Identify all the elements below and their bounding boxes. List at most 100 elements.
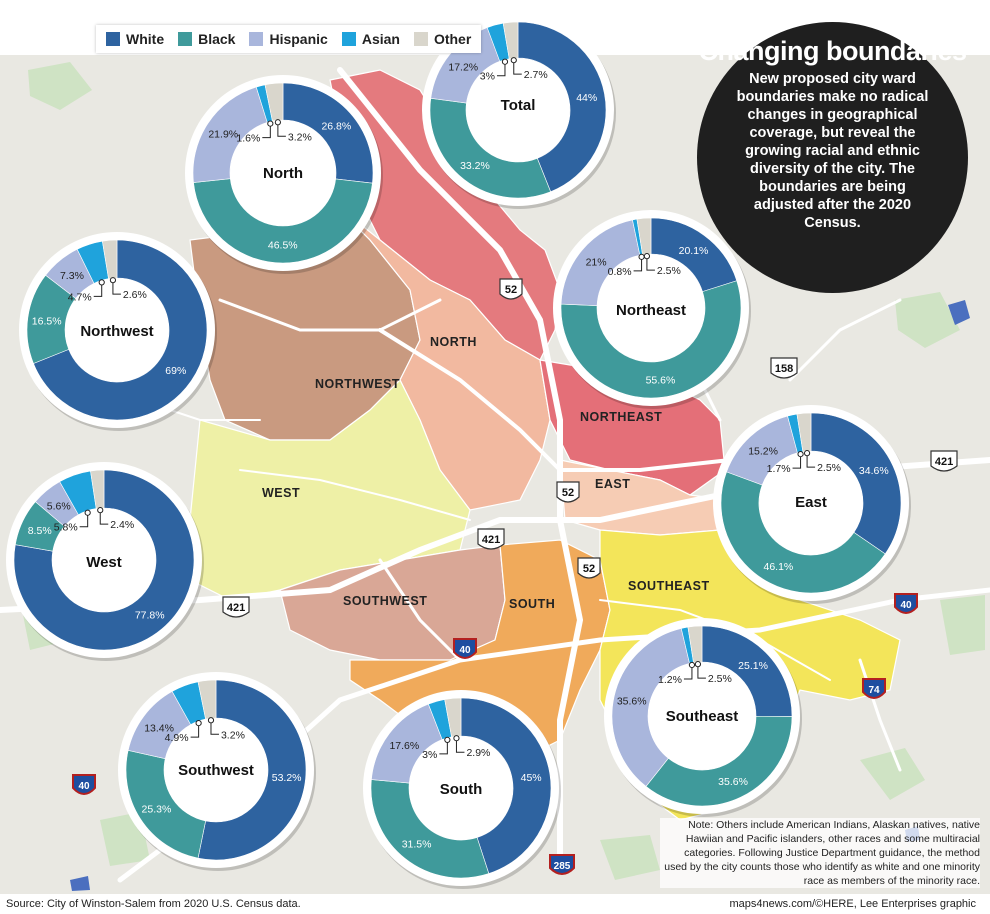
leader-line (439, 742, 448, 755)
donut-value-label: 4.7% (68, 291, 92, 303)
donut-value-label: 26.8% (321, 120, 351, 132)
donut-value-label: 15.2% (748, 446, 778, 458)
donut-slice-other (90, 469, 105, 509)
donut-value-label: 21.9% (208, 129, 238, 141)
source-line: Source: City of Winston-Salem from 2020 … (6, 898, 301, 910)
svg-text:74: 74 (868, 685, 880, 696)
page-description: New proposed city ward boundaries make n… (736, 71, 929, 231)
donut-value-label: 7.3% (60, 270, 84, 282)
svg-text:52: 52 (505, 284, 517, 296)
title-panel: Changing boundaries New proposed city wa… (697, 22, 968, 293)
donut-slice-other (444, 697, 462, 738)
donut-value-label: 1.7% (767, 463, 791, 475)
donut-value-label: 2.5% (817, 462, 841, 474)
leader-dot (97, 507, 104, 514)
ward-label-southeast: SOUTHEAST (628, 579, 710, 593)
leader-dot (207, 717, 215, 724)
legend-swatch (106, 32, 120, 46)
footer-bar (0, 894, 990, 914)
ward-labels: NORTH NORTHWEST NORTHEAST EAST WEST SOUT… (262, 335, 710, 611)
legend-swatch (341, 32, 356, 46)
leader-line (646, 258, 655, 271)
donut-chart-southeast: Southeast 25.1% 35.6% 35.6% 1.2% 2.5% (604, 618, 802, 817)
donut-slice-other (502, 21, 519, 60)
donut-slice-other (687, 625, 703, 664)
donut-slice-other (197, 679, 217, 720)
ward-label-northeast: NORTHEAST (580, 410, 662, 424)
us-52-shield: 52 (577, 557, 601, 579)
donut-value-label: 16.5% (32, 315, 62, 327)
ward-label-north: NORTH (430, 335, 477, 349)
ward-donut-charts: Total 44%33.2%17.2%3% 2.7%North26.8%46.5%2… (6, 14, 911, 889)
donut-slice-black (193, 178, 373, 264)
donut-center-label: South (440, 781, 483, 798)
page-title: Changing boundaries (698, 36, 967, 66)
donut-chart-north: North 26.8% 46.5% 21.9%1.6% 3.2% (185, 75, 383, 274)
svg-text:52: 52 (583, 563, 595, 575)
leader-dot (797, 451, 804, 458)
donut-value-label: 34.6% (859, 465, 889, 477)
donut-value-label: 2.4% (110, 519, 134, 531)
us-158-shield: 158 (770, 357, 798, 379)
donut-value-label: 69% (165, 365, 186, 377)
donut-slice-other (264, 82, 284, 122)
legend-item-black: Black (178, 31, 235, 47)
leader-dot (643, 253, 651, 260)
donut-value-label: 8.5% (28, 525, 52, 537)
leader-dot (109, 277, 117, 284)
donut-chart-northeast: Northeast 20.1% 55.6% 21%0.8% 2.5% (553, 210, 751, 409)
donut-value-label: 4.9% (165, 732, 189, 744)
donut-value-label: 44% (576, 92, 597, 104)
donut-slice-black (370, 779, 490, 879)
us-52-shield: 52 (556, 481, 580, 503)
ward-middle-region (329, 199, 551, 511)
leader-line (683, 667, 693, 680)
footnote: Note: Others include American Indians, A… (660, 818, 980, 888)
donut-slice-white (282, 82, 374, 184)
legend-item-hispanic: Hispanic (249, 31, 328, 47)
svg-text:421: 421 (935, 456, 953, 468)
leader-dot (688, 661, 696, 669)
interstate-40-shield: 40 (894, 593, 918, 614)
donut-chart-total: Total 44% 33.2% 17.2%3% 2.7% (422, 14, 616, 209)
donut-value-label: 13.4% (144, 723, 174, 735)
interstate-285-shield: 285 (549, 854, 575, 875)
leader-dot (501, 58, 509, 65)
leader-line (496, 64, 506, 77)
leader-dot (638, 253, 645, 260)
donut-slice-hispanic (611, 628, 690, 787)
donut-value-label: 77.8% (135, 609, 165, 621)
donut-value-label: 2.5% (657, 265, 681, 277)
donut-center-label: Southeast (666, 708, 739, 725)
donut-slice-black (720, 471, 886, 594)
donut-value-label: 35.6% (718, 776, 748, 788)
us-421-shield: 421 (222, 596, 250, 618)
svg-text:421: 421 (482, 534, 500, 546)
donut-slice-other (796, 412, 812, 452)
donut-value-label: 25.3% (142, 804, 172, 816)
donut-slice-other (102, 239, 118, 280)
donut-value-label: 3% (422, 749, 437, 761)
donut-value-label: 21% (586, 256, 607, 268)
ward-label-northwest: NORTHWEST (315, 377, 400, 391)
donut-value-label: 17.6% (389, 740, 419, 752)
legend-item-asian: Asian (341, 31, 400, 47)
donut-slice-white (13, 469, 195, 651)
credit-line: maps4news.com/©HERE, Lee Enterprises gra… (729, 898, 976, 910)
leader-line (277, 124, 286, 137)
us-421-shield: 421 (477, 528, 505, 550)
legend-label: Other (433, 31, 472, 47)
svg-text:52: 52 (562, 487, 574, 499)
svg-text:40: 40 (459, 645, 471, 656)
svg-text:40: 40 (78, 781, 90, 792)
donut-chart-south: South 45% 31.5% 17.6%3% 2.9% (363, 690, 561, 889)
donut-value-label: 35.6% (617, 695, 647, 707)
legend-swatch (249, 32, 264, 46)
leader-line (455, 740, 465, 753)
leader-line (806, 455, 816, 468)
leader-dot (453, 735, 460, 742)
donut-value-label: 2.7% (524, 69, 548, 81)
donut-value-label: 2.9% (466, 747, 490, 759)
leader-line (262, 126, 271, 139)
donut-chart-northwest: Northwest 69% 16.5% 7.3% 4.7% 2.6% (19, 232, 217, 431)
